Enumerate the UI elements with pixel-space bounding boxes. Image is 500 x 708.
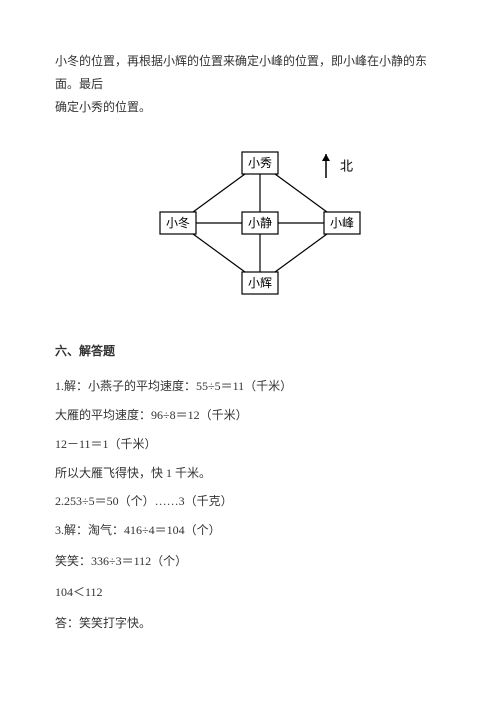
node-label-feng: 小峰 (330, 216, 354, 230)
q3-line1: 3.解：淘气：416÷4＝104（个） (55, 519, 445, 542)
node-label-jing: 小静 (248, 216, 272, 230)
node-label-xiuxiu: 小秀 (248, 156, 272, 170)
edge-dong-xiuxiu (193, 174, 245, 212)
edge-xiuxiu-feng (275, 174, 327, 212)
q1-line4: 所以大雁飞得快，快 1 千米。 (55, 462, 445, 485)
edge-hui-feng (275, 234, 327, 272)
edge-dong-hui (193, 234, 245, 272)
intro-line2: 确定小秀的位置。 (55, 100, 151, 114)
q3-line3: 104＜112 (55, 581, 445, 604)
q3-line2: 笑笑：336÷3＝112（个） (55, 550, 445, 573)
q1-line3: 12－11＝1（千米） (55, 433, 445, 456)
node-label-hui: 小辉 (248, 276, 272, 290)
diagram-svg: 小秀小静 小冬 小峰小辉 北 (130, 142, 370, 312)
q3-line4: 答：笑笑打字快。 (55, 612, 445, 635)
north-label: 北 (340, 159, 353, 174)
section-6-heading: 六、解答题 (55, 340, 445, 363)
q2-line: 2.253÷5＝50（个）……3（千克） (55, 490, 445, 513)
position-diagram: 小秀小静 小冬 小峰小辉 北 (130, 142, 370, 312)
q1-line2: 大雁的平均速度：96÷8＝12（千米） (55, 404, 445, 427)
north-arrow-head (322, 154, 330, 161)
q1-line1: 1.解：小燕子的平均速度：55÷5＝11（千米） (55, 375, 445, 398)
node-label-dong: 小冬 (166, 215, 190, 230)
intro-paragraph: 小冬的位置，再根据小辉的位置来确定小峰的位置，即小峰在小静的东面。最后 确定小秀… (55, 50, 445, 118)
intro-line1: 小冬的位置，再根据小辉的位置来确定小峰的位置，即小峰在小静的东面。最后 (55, 54, 427, 91)
